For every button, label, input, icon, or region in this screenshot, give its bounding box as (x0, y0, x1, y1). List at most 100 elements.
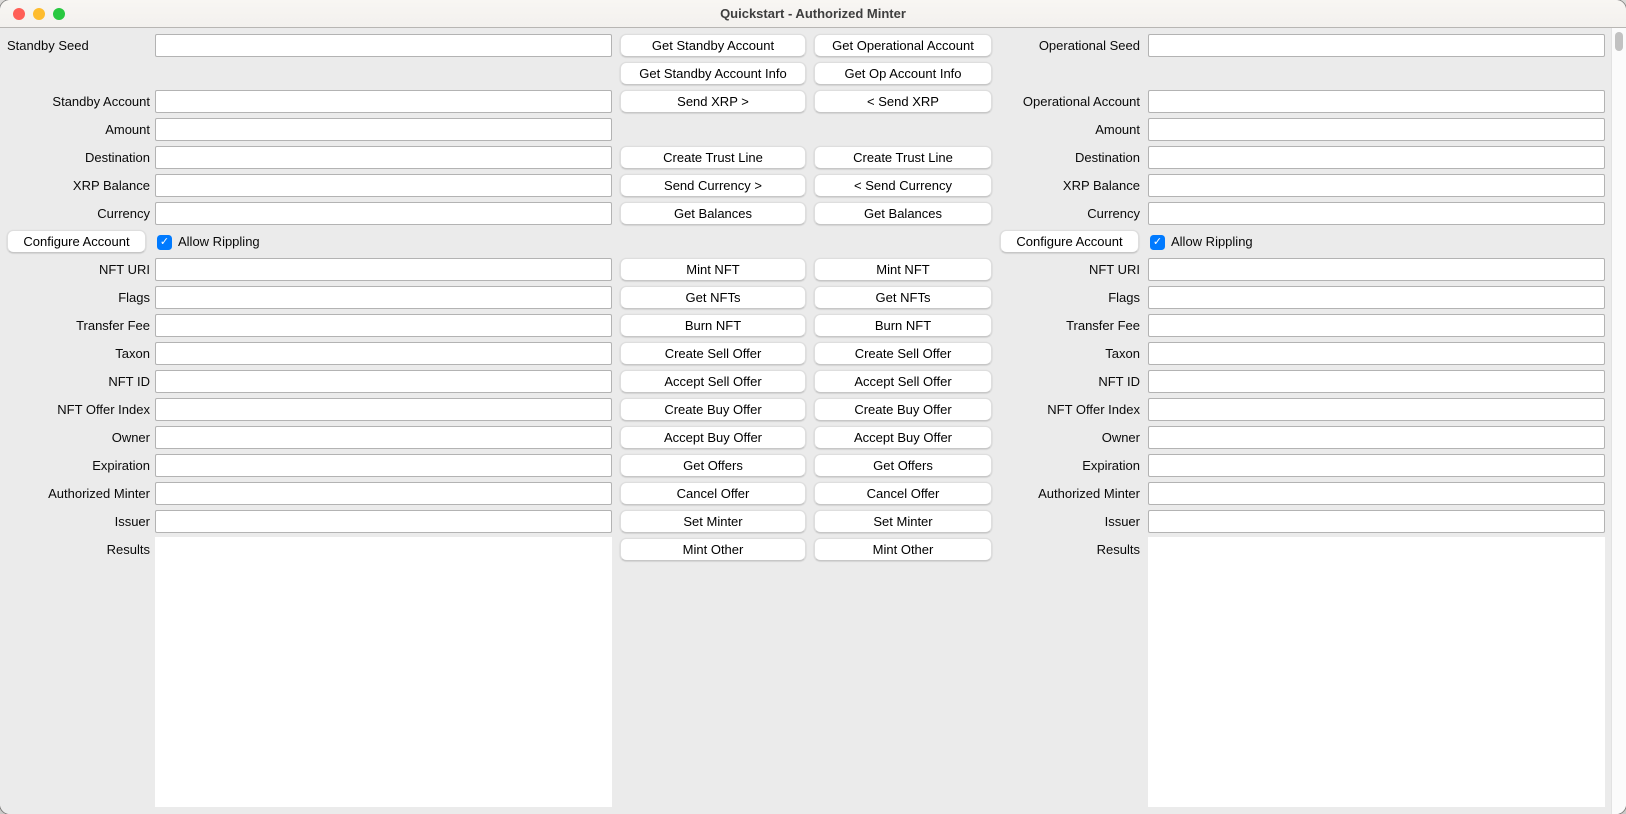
owner-operational-input[interactable] (1148, 426, 1605, 449)
accept-sell-offer-standby-button[interactable]: Accept Sell Offer (620, 370, 806, 393)
accept-buy-offer-operational-button[interactable]: Accept Buy Offer (814, 426, 992, 449)
send-currency-operational-button[interactable]: < Send Currency (814, 174, 992, 197)
authorized-minter-operational-input[interactable] (1148, 482, 1605, 505)
operational-account-label: Operational Account (1022, 94, 1140, 109)
amount-standby-input[interactable] (155, 118, 612, 141)
allow-rippling-operational-checkbox[interactable]: ✓ (1150, 235, 1165, 250)
cancel-offer-operational-button[interactable]: Cancel Offer (814, 482, 992, 505)
operational-seed-label: Operational Seed (1038, 38, 1140, 53)
accept-sell-offer-operational-button[interactable]: Accept Sell Offer (814, 370, 992, 393)
authorized-minter-standby-input[interactable] (155, 482, 612, 505)
destination-standby-input[interactable] (155, 146, 612, 169)
form-row: Currency Get Balances Get Balances Curre… (0, 201, 1626, 229)
get-offers-operational-button[interactable]: Get Offers (814, 454, 992, 477)
mint-other-standby-button[interactable]: Mint Other (620, 538, 806, 561)
issuer-operational-input[interactable] (1148, 510, 1605, 533)
create-sell-offer-operational-button[interactable]: Create Sell Offer (814, 342, 992, 365)
create-trust-line-operational-button[interactable]: Create Trust Line (814, 146, 992, 169)
nft-offer-index-operational-label: NFT Offer Index (1047, 402, 1140, 417)
scrollbar-thumb[interactable] (1615, 32, 1623, 51)
create-trust-line-standby-button[interactable]: Create Trust Line (620, 146, 806, 169)
mint-nft-standby-button[interactable]: Mint NFT (620, 258, 806, 281)
send-xrp-operational-button[interactable]: < Send XRP (814, 90, 992, 113)
xrp-balance-operational-label: XRP Balance (1062, 178, 1140, 193)
expiration-standby-label: Expiration (92, 458, 150, 473)
burn-nft-operational-button[interactable]: Burn NFT (814, 314, 992, 337)
allow-rippling-standby-checkbox[interactable]: ✓ (157, 235, 172, 250)
get-balances-standby-button[interactable]: Get Balances (620, 202, 806, 225)
configure-account-standby-button[interactable]: Configure Account (7, 230, 146, 253)
title-bar: Quickstart - Authorized Minter (0, 0, 1626, 28)
nft-id-standby-input[interactable] (155, 370, 612, 393)
destination-operational-input[interactable] (1148, 146, 1605, 169)
checkmark-icon: ✓ (159, 236, 170, 248)
get-op-account-info-button[interactable]: Get Op Account Info (814, 62, 992, 85)
currency-operational-label: Currency (1087, 206, 1140, 221)
cancel-offer-standby-button[interactable]: Cancel Offer (620, 482, 806, 505)
issuer-standby-input[interactable] (155, 510, 612, 533)
destination-standby-label: Destination (84, 150, 150, 165)
currency-standby-input[interactable] (155, 202, 612, 225)
flags-operational-input[interactable] (1148, 286, 1605, 309)
configure-account-operational-button[interactable]: Configure Account (1000, 230, 1139, 253)
nft-offer-index-standby-input[interactable] (155, 398, 612, 421)
burn-nft-standby-button[interactable]: Burn NFT (620, 314, 806, 337)
expiration-standby-input[interactable] (155, 454, 612, 477)
get-standby-account-button[interactable]: Get Standby Account (620, 34, 806, 57)
create-sell-offer-standby-button[interactable]: Create Sell Offer (620, 342, 806, 365)
currency-operational-input[interactable] (1148, 202, 1605, 225)
authorized-minter-operational-label: Authorized Minter (1038, 486, 1140, 501)
owner-standby-label: Owner (111, 430, 150, 445)
form-row: Amount Amount (0, 117, 1626, 145)
form-row: Issuer Set Minter Set Minter Issuer (0, 509, 1626, 537)
xrp-balance-standby-input[interactable] (155, 174, 612, 197)
transfer-fee-standby-input[interactable] (155, 314, 612, 337)
flags-standby-input[interactable] (155, 286, 612, 309)
accept-buy-offer-standby-button[interactable]: Accept Buy Offer (620, 426, 806, 449)
scrollbar[interactable] (1611, 28, 1626, 814)
get-offers-standby-button[interactable]: Get Offers (620, 454, 806, 477)
standby-account-input[interactable] (155, 90, 612, 113)
transfer-fee-operational-input[interactable] (1148, 314, 1605, 337)
operational-seed-input[interactable] (1148, 34, 1605, 57)
amount-standby-label: Amount (105, 122, 150, 137)
authorized-minter-standby-label: Authorized Minter (48, 486, 150, 501)
create-buy-offer-operational-button[interactable]: Create Buy Offer (814, 398, 992, 421)
amount-operational-input[interactable] (1148, 118, 1605, 141)
nft-uri-operational-label: NFT URI (1088, 262, 1140, 277)
send-currency-standby-button[interactable]: Send Currency > (620, 174, 806, 197)
get-balances-operational-button[interactable]: Get Balances (814, 202, 992, 225)
operational-account-input[interactable] (1148, 90, 1605, 113)
xrp-balance-operational-input[interactable] (1148, 174, 1605, 197)
mint-other-operational-button[interactable]: Mint Other (814, 538, 992, 561)
nft-id-operational-input[interactable] (1148, 370, 1605, 393)
get-operational-account-button[interactable]: Get Operational Account (814, 34, 992, 57)
configure-row: Configure Account ✓ Allow Rippling Confi… (0, 229, 1626, 257)
form-row: NFT ID Accept Sell Offer Accept Sell Off… (0, 369, 1626, 397)
flags-standby-label: Flags (118, 290, 150, 305)
zoom-button[interactable] (53, 8, 65, 20)
minimize-button[interactable] (33, 8, 45, 20)
set-minter-operational-button[interactable]: Set Minter (814, 510, 992, 533)
nft-uri-standby-input[interactable] (155, 258, 612, 281)
close-button[interactable] (13, 8, 25, 20)
expiration-operational-input[interactable] (1148, 454, 1605, 477)
nft-offer-index-standby-label: NFT Offer Index (57, 402, 150, 417)
taxon-standby-input[interactable] (155, 342, 612, 365)
nft-uri-operational-input[interactable] (1148, 258, 1605, 281)
create-buy-offer-standby-button[interactable]: Create Buy Offer (620, 398, 806, 421)
get-nfts-standby-button[interactable]: Get NFTs (620, 286, 806, 309)
form-row: NFT Offer Index Create Buy Offer Create … (0, 397, 1626, 425)
nft-id-operational-label: NFT ID (1098, 374, 1140, 389)
standby-seed-input[interactable] (155, 34, 612, 57)
send-xrp-standby-button[interactable]: Send XRP > (620, 90, 806, 113)
get-nfts-operational-button[interactable]: Get NFTs (814, 286, 992, 309)
taxon-operational-input[interactable] (1148, 342, 1605, 365)
taxon-standby-label: Taxon (115, 346, 150, 361)
owner-standby-input[interactable] (155, 426, 612, 449)
get-standby-account-info-button[interactable]: Get Standby Account Info (620, 62, 806, 85)
set-minter-standby-button[interactable]: Set Minter (620, 510, 806, 533)
mint-nft-operational-button[interactable]: Mint NFT (814, 258, 992, 281)
checkmark-icon: ✓ (1152, 236, 1163, 248)
nft-offer-index-operational-input[interactable] (1148, 398, 1605, 421)
